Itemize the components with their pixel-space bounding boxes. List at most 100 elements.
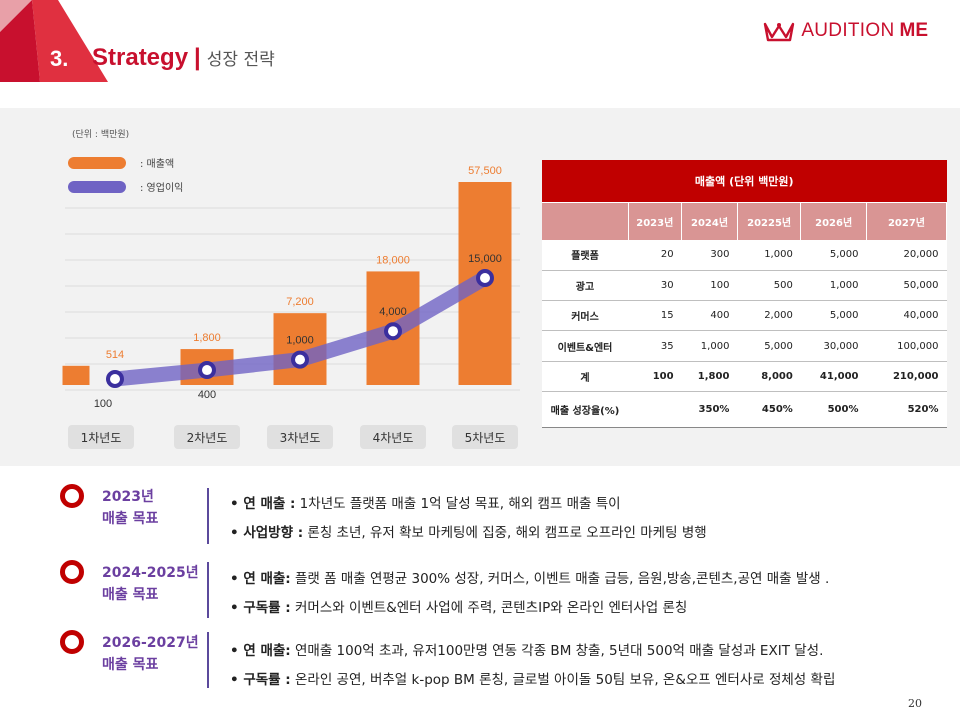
revenue-bar-label: 7,200 xyxy=(286,296,314,308)
table-cell: 210,000 xyxy=(866,361,947,392)
profit-point xyxy=(106,370,124,389)
revenue-bar-label: 514 xyxy=(106,349,124,361)
table-header-row: 2023년 2024년 20225년 2026년 2027년 xyxy=(542,202,947,240)
table-cell: 5,000 xyxy=(800,300,867,332)
legend-revenue-label: : 매출액 xyxy=(140,159,175,170)
bullet-text: 온라인 공연, 버추얼 k-pop BM 론칭, 글로벌 아이돌 50팀 보유,… xyxy=(290,672,836,688)
legend-revenue-swatch xyxy=(68,156,126,169)
goal-1-subtitle: 매출 목표 xyxy=(102,511,159,527)
bullet-label: • 구독률 : xyxy=(230,672,291,688)
goal-1-divider xyxy=(207,488,209,544)
goal-1-ring-icon xyxy=(60,484,84,508)
table-cell: 41,000 xyxy=(800,361,867,392)
goal-2-bullet-1: • 연 매출: 플랫 폼 매출 연평균 300% 성장, 커머스, 이벤트 매출… xyxy=(230,567,829,587)
table-row: 계 100 1,800 8,000 41,000 210,000 xyxy=(542,361,947,392)
bullet-text: 커머스와 이벤트&엔터 사업에 주력, 콘텐츠IP와 온라인 엔터사업 론칭 xyxy=(290,600,688,616)
category-label-box xyxy=(452,425,518,449)
goal-3-ring-icon xyxy=(60,630,84,654)
category-label: 5차년도 xyxy=(465,431,506,445)
title-en: Strategy xyxy=(92,44,189,71)
table-cell: 520% xyxy=(866,391,947,428)
table-cell: 30 xyxy=(628,270,682,302)
goal-2-bullet-2: • 구독률 : 커머스와 이벤트&엔터 사업에 주력, 콘텐츠IP와 온라인 엔… xyxy=(230,596,687,616)
table-cell: 8,000 xyxy=(737,361,801,392)
category-label: 3차년도 xyxy=(280,431,321,445)
profit-point-label: 100 xyxy=(94,398,112,410)
table-cell: 30,000 xyxy=(800,330,867,362)
table-row-label: 플랫폼 xyxy=(542,240,628,271)
legend-revenue: : 매출액 xyxy=(68,155,174,170)
bullet-text: 1차년도 플랫폼 매출 1억 달성 목표, 해외 캠프 매출 특이 xyxy=(295,496,621,512)
table-cell: 450% xyxy=(737,391,801,428)
revenue-bar-label: 18,000 xyxy=(376,254,410,266)
goal-1-year: 2023년 xyxy=(102,489,154,505)
bullet-text: 플랫 폼 매출 연평균 300% 성장, 커머스, 이벤트 매출 급등, 음원,… xyxy=(290,571,830,587)
goal-2-year: 2024-2025년 xyxy=(102,565,199,581)
table-cell: 500 xyxy=(737,270,801,302)
profit-point-label: 4,000 xyxy=(379,306,407,318)
goal-3-bullet-1: • 연 매출: 연매출 100억 초과, 유저100만명 연동 각종 BM 창출… xyxy=(230,639,823,659)
revenue-table: 매출액 (단위 백만원) 2023년 2024년 20225년 2026년 2027년 … xyxy=(542,160,947,428)
bullet-text: 론칭 초년, 유저 확보 마케팅에 집중, 해외 캠프로 오프라인 마케팅 병행 xyxy=(303,525,707,541)
bullet-text: 연매출 100억 초과, 유저100만명 연동 각종 BM 창출, 5년대 50… xyxy=(290,643,824,659)
title-separator: | xyxy=(194,44,201,71)
title-ko: 성장 전략 xyxy=(206,50,275,70)
bullet-label: • 연 매출: xyxy=(230,571,291,587)
category-label-box xyxy=(68,425,134,449)
table-row-label: 광고 xyxy=(542,270,628,302)
bullet-label: • 연 매출 : xyxy=(230,496,296,512)
goal-3-bullet-2: • 구독률 : 온라인 공연, 버추얼 k-pop BM 론칭, 글로벌 아이돌… xyxy=(230,668,835,688)
logo-text-audition: AUDITION xyxy=(801,20,895,41)
goal-1-bullet-2: • 사업방향 : 론칭 초년, 유저 확보 마케팅에 집중, 해외 캠프로 오프… xyxy=(230,521,707,541)
profit-point xyxy=(384,322,402,341)
profit-point xyxy=(476,269,494,287)
table-cell: 400 xyxy=(681,300,738,332)
table-cell: 1,000 xyxy=(681,330,738,362)
table-cell: 20,000 xyxy=(866,240,947,271)
table-cell: 20 xyxy=(628,240,682,271)
revenue-bar-label: 57,500 xyxy=(468,165,502,177)
table-col-header: 2027년 xyxy=(866,202,947,240)
page-number: 20 xyxy=(908,697,922,710)
goal-3-year: 2026-2027년 xyxy=(102,635,199,651)
table-col-header: 2023년 xyxy=(628,202,683,240)
profit-point-label: 400 xyxy=(198,389,216,401)
table-cell: 2,000 xyxy=(737,300,801,332)
goal-3-subtitle: 매출 목표 xyxy=(102,657,159,673)
profit-point xyxy=(291,350,309,369)
table-cell: 5,000 xyxy=(800,240,867,271)
goal-1-title: 2023년 매출 목표 xyxy=(102,486,158,530)
logo-text-me: ME xyxy=(899,20,929,41)
table-row: 플랫폼 20 300 1,000 5,000 20,000 xyxy=(542,240,947,271)
page-title: Strategy | 성장 전략 xyxy=(92,44,275,72)
revenue-bar-label: 1,800 xyxy=(193,332,221,344)
table-cell: 300 xyxy=(681,240,738,271)
table-cell: 1,800 xyxy=(681,361,738,392)
table-row: 이벤트&엔터 35 1,000 5,000 30,000 100,000 xyxy=(542,330,947,362)
goal-2-title: 2024-2025년 매출 목표 xyxy=(102,562,199,606)
logo: AUDITION ME xyxy=(763,20,928,42)
table-cell: 40,000 xyxy=(866,300,947,332)
table-cell: 5,000 xyxy=(737,330,801,362)
goal-1-bullet-1: • 연 매출 : 1차년도 플랫폼 매출 1억 달성 목표, 해외 캠프 매출 … xyxy=(230,492,621,512)
goal-3-title: 2026-2027년 매출 목표 xyxy=(102,632,199,676)
table-cell: 35 xyxy=(628,330,682,362)
table-col-header xyxy=(542,202,629,240)
table-row: 광고 30 100 500 1,000 50,000 xyxy=(542,270,947,302)
table-cell: 350% xyxy=(681,391,738,428)
table-cell: 1,000 xyxy=(737,240,801,271)
legend-profit-label: : 영업이익 xyxy=(140,183,184,194)
legend-profit-swatch xyxy=(68,180,126,193)
table-cell: 500% xyxy=(800,391,867,428)
table-cell xyxy=(628,391,682,428)
goal-2-subtitle: 매출 목표 xyxy=(102,587,159,603)
table-cell: 100 xyxy=(681,270,738,302)
bullet-label: • 구독률 : xyxy=(230,600,291,616)
table-row-label: 매출 성장율(%) xyxy=(542,391,628,428)
table-cell: 50,000 xyxy=(866,270,947,302)
growth-chart: 514 1,800 7,200 18,000 57,500 100 400 1,000 4,00… xyxy=(62,165,520,449)
profit-point-label: 1,000 xyxy=(286,335,314,347)
table-row: 매출 성장율(%) 350% 450% 500% 520% xyxy=(542,391,947,428)
bullet-label: • 연 매출: xyxy=(230,643,291,659)
category-label: 4차년도 xyxy=(373,431,414,445)
